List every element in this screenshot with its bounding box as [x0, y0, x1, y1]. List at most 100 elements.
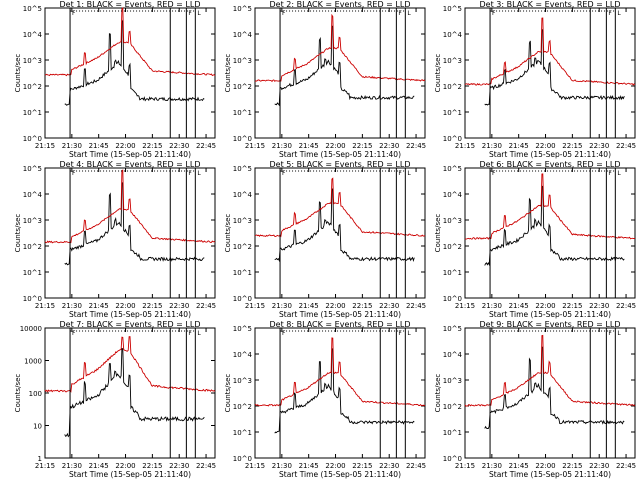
y-tick-label: 10^5: [233, 165, 252, 173]
marker-label: L: [407, 10, 411, 17]
panel-title: Det 6: BLACK = Events, RED = LLD: [480, 160, 621, 169]
x-tick-label: 22:30: [169, 462, 189, 470]
y-axis-label: Counts/sec: [434, 374, 442, 413]
marker-label: L: [407, 170, 411, 177]
y-tick-label: 10^4: [233, 31, 253, 39]
x-tick-label: 22:00: [115, 302, 135, 310]
x-tick-label: 22:15: [142, 462, 162, 470]
marker-label: L: [617, 170, 621, 177]
x-axis-label: Start Time (15-Sep-05 21:11:40): [69, 150, 191, 159]
y-tick-label: 10^5: [443, 5, 462, 13]
x-tick-label: 22:15: [142, 142, 162, 150]
marker-label: F: [188, 170, 192, 177]
panel-det-3: Det 3: BLACK = Events, RED = LLD 10^0 10^1…: [434, 0, 636, 159]
x-tick-label: 22:00: [115, 142, 135, 150]
x-axis-label: Start Time (15-Sep-05 21:11:40): [489, 310, 611, 319]
marker-label: F: [72, 10, 76, 17]
x-tick-label: 21:45: [299, 302, 319, 310]
panel-det-4: Det 4: BLACK = Events, RED = LLD 10^0 10^1…: [14, 160, 216, 319]
series-events: [484, 346, 625, 429]
y-axis-label: Counts/sec: [14, 374, 22, 413]
marker-label: L: [407, 330, 411, 337]
x-tick-label: 21:15: [35, 302, 55, 310]
panel-title: Det 8: BLACK = Events, RED = LLD: [270, 320, 411, 329]
x-tick-label: 22:45: [406, 302, 426, 310]
x-axis-label: Start Time (15-Sep-05 21:11:40): [279, 470, 401, 479]
x-tick-label: 22:30: [169, 142, 189, 150]
marker-label: L: [197, 330, 201, 337]
marker-label: F: [282, 10, 286, 17]
x-tick-label: 21:45: [299, 462, 319, 470]
panel-det-9: Det 9: BLACK = Events, RED = LLD 10^0 10^1…: [434, 320, 636, 479]
y-tick-label: 10^1: [233, 429, 252, 437]
x-tick-label: 22:00: [535, 302, 555, 310]
x-axis-label: Start Time (15-Sep-05 21:11:40): [69, 310, 191, 319]
y-tick-label: 10^0: [23, 295, 42, 303]
x-tick-label: 21:45: [509, 142, 529, 150]
x-axis-label: Start Time (15-Sep-05 21:11:40): [489, 150, 611, 159]
y-axis-label: Counts/sec: [434, 54, 442, 93]
panel-title: Det 9: BLACK = Events, RED = LLD: [480, 320, 621, 329]
series-events: [484, 28, 625, 106]
y-tick-label: 10: [33, 423, 42, 431]
y-tick-label: 10^5: [233, 5, 252, 13]
panel-det-5: Det 5: BLACK = Events, RED = LLD 10^0 10^1…: [224, 160, 426, 319]
series-events: [274, 188, 415, 263]
series-events: [274, 25, 415, 107]
x-tick-label: 21:30: [482, 142, 502, 150]
x-tick-label: 21:45: [89, 142, 109, 150]
x-tick-label: 21:45: [509, 462, 529, 470]
panel-title: Det 7: BLACK = Events, RED = LLD: [60, 320, 201, 329]
x-tick-label: 22:45: [196, 142, 216, 150]
marker-label: F: [608, 10, 612, 17]
x-tick-label: 22:45: [616, 302, 636, 310]
y-tick-label: 10^3: [23, 57, 42, 65]
x-tick-label: 22:15: [352, 462, 372, 470]
y-tick-label: 10^2: [23, 83, 42, 91]
marker-label: F: [492, 10, 496, 17]
y-tick-label: 10^1: [23, 269, 42, 277]
x-tick-label: 22:45: [196, 302, 216, 310]
y-tick-label: 10^5: [443, 325, 462, 333]
x-tick-label: 21:15: [245, 142, 265, 150]
y-tick-label: 10^0: [233, 135, 252, 143]
marker-label: F: [72, 170, 76, 177]
y-tick-label: 10^1: [23, 109, 42, 117]
panel-title: Det 4: BLACK = Events, RED = LLD: [60, 160, 201, 169]
marker-label: L: [197, 170, 201, 177]
marker-label: L: [617, 330, 621, 337]
y-tick-label: 10^3: [233, 377, 252, 385]
marker-label: F: [282, 170, 286, 177]
x-tick-label: 21:30: [62, 302, 82, 310]
y-tick-label: 10^0: [443, 455, 462, 463]
y-axis-label: Counts/sec: [224, 214, 232, 253]
x-tick-label: 21:15: [455, 462, 475, 470]
panel-title: Det 5: BLACK = Events, RED = LLD: [270, 160, 411, 169]
y-tick-label: 10^0: [23, 135, 42, 143]
y-axis-label: Counts/sec: [224, 374, 232, 413]
plot-frame: [254, 7, 426, 139]
plot-frame: [464, 327, 636, 459]
marker-label: L: [617, 10, 621, 17]
y-tick-label: 10^5: [443, 165, 462, 173]
panel-det-7: Det 7: BLACK = Events, RED = LLD 1 10 100 10…: [14, 320, 216, 479]
x-tick-label: 22:30: [589, 302, 609, 310]
series-events: [64, 181, 205, 266]
x-tick-label: 22:15: [562, 142, 582, 150]
y-axis-label: Counts/sec: [14, 214, 22, 253]
x-tick-label: 21:15: [245, 302, 265, 310]
y-tick-label: 10^1: [233, 109, 252, 117]
y-tick-label: 10^1: [443, 429, 462, 437]
y-tick-label: 10^2: [443, 83, 462, 91]
panel-title: Det 3: BLACK = Events, RED = LLD: [480, 0, 621, 9]
y-tick-label: 10^1: [443, 269, 462, 277]
y-tick-label: 1000: [24, 358, 42, 366]
y-tick-label: 10^0: [233, 295, 252, 303]
y-tick-label: 10^4: [233, 191, 253, 199]
y-tick-label: 10^5: [233, 325, 252, 333]
x-tick-label: 22:45: [406, 462, 426, 470]
y-tick-label: 10^3: [443, 217, 462, 225]
marker-label: F: [492, 330, 496, 337]
x-tick-label: 21:30: [62, 462, 82, 470]
